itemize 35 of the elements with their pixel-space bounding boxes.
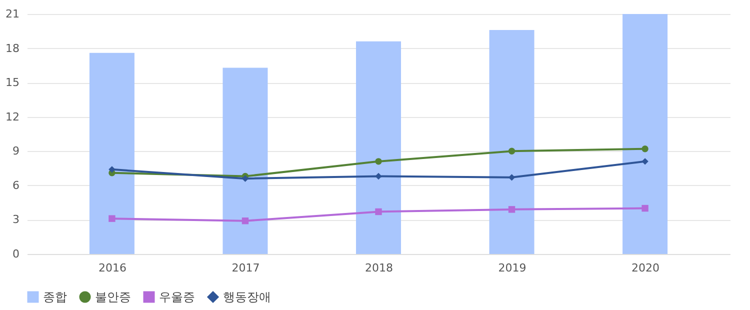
point [375, 208, 382, 216]
x-tick-label: 2020 [632, 262, 660, 274]
legend-label: 불안증 [95, 290, 131, 304]
legend-label: 종합 [43, 290, 67, 304]
x-tick-label: 2017 [232, 262, 260, 274]
point [242, 175, 249, 182]
y-tick-label: 6 [12, 178, 20, 192]
y-tick-label: 9 [12, 144, 20, 158]
point [108, 166, 116, 173]
x-tick-label: 2019 [498, 262, 526, 274]
point [508, 148, 516, 154]
point [508, 174, 516, 181]
y-tick-label: 21 [6, 8, 20, 20]
x-tick-label: 2018 [365, 262, 393, 274]
bar [489, 30, 534, 254]
legend-label: 행동장애 [223, 290, 271, 304]
y-tick-label: 15 [6, 76, 20, 90]
y-tick-label: 0 [12, 248, 20, 260]
point [375, 172, 382, 180]
point [642, 158, 648, 165]
x-tick-label: 2016 [98, 262, 126, 274]
bar [222, 68, 268, 254]
bar [622, 14, 668, 254]
point [108, 215, 116, 222]
point [375, 158, 382, 165]
y-tick-label: 18 [6, 42, 20, 55]
legend-label: 우울증 [159, 290, 195, 304]
point [242, 218, 249, 224]
point [642, 204, 648, 212]
bar [356, 41, 401, 254]
bar [89, 52, 134, 254]
y-tick-label: 3 [12, 213, 20, 226]
point [508, 206, 516, 213]
point [642, 146, 648, 152]
y-tick-label: 12 [6, 110, 20, 124]
